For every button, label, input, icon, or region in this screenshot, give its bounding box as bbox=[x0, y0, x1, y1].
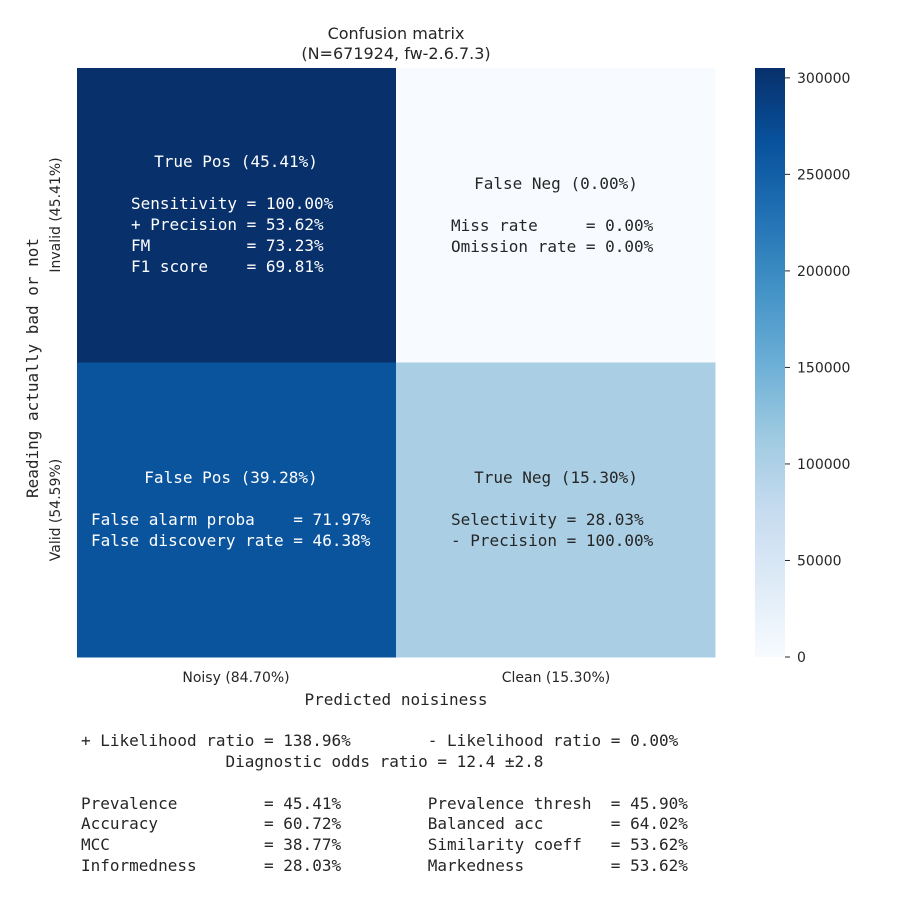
x-tick-label: Clean (15.30%) bbox=[502, 670, 611, 686]
cell-true-neg-line: - Precision = 100.00% bbox=[451, 531, 654, 550]
chart-subtitle: (N=671924, fw-2.6.7.3) bbox=[301, 44, 490, 63]
y-tick-label: Invalid (45.41%) bbox=[48, 157, 64, 272]
stats-line: Informedness = 28.03% Markedness = 53.62… bbox=[81, 856, 688, 875]
cell-true-neg-title: True Neg (15.30%) bbox=[474, 468, 638, 487]
cell-true-neg bbox=[396, 362, 716, 658]
x-axis-label: Predicted noisiness bbox=[304, 690, 487, 709]
colorbar-tick-label: 100000 bbox=[797, 457, 850, 473]
colorbar: 0 50000 100000 150000 200000 250000 300000 bbox=[755, 68, 850, 666]
cell-false-pos bbox=[77, 362, 397, 658]
heatmap-cells bbox=[77, 68, 716, 658]
cell-false-neg bbox=[396, 68, 716, 363]
cell-true-pos-title: True Pos (45.41%) bbox=[154, 152, 318, 171]
cell-true-pos-line: F1 score = 69.81% bbox=[131, 257, 324, 276]
cell-false-pos-title: False Pos (39.28%) bbox=[144, 468, 317, 487]
colorbar-tick-label: 250000 bbox=[797, 167, 850, 183]
cell-true-pos-line: Sensitivity = 100.00% bbox=[131, 194, 334, 213]
stats-block: + Likelihood ratio = 138.96% - Likelihoo… bbox=[81, 731, 688, 875]
colorbar-ticks: 0 50000 100000 150000 200000 250000 300000 bbox=[785, 71, 850, 666]
cell-false-neg-line: Miss rate = 0.00% bbox=[451, 216, 654, 235]
cell-true-neg-line: Selectivity = 28.03% bbox=[451, 510, 644, 529]
likelihood-line: + Likelihood ratio = 138.96% - Likelihoo… bbox=[81, 731, 679, 750]
stats-line: Accuracy = 60.72% Balanced acc = 64.02% bbox=[81, 814, 688, 833]
cell-false-pos-line: False discovery rate = 46.38% bbox=[91, 531, 371, 550]
stats-line: MCC = 38.77% Similarity coeff = 53.62% bbox=[81, 835, 688, 854]
chart-title: Confusion matrix bbox=[328, 24, 465, 43]
colorbar-gradient bbox=[755, 68, 785, 657]
colorbar-tick-label: 300000 bbox=[797, 71, 850, 87]
colorbar-tick-label: 0 bbox=[797, 650, 806, 666]
cell-true-pos-line: + Precision = 53.62% bbox=[131, 215, 324, 234]
cell-false-pos-line: False alarm proba = 71.97% bbox=[91, 510, 371, 529]
cell-true-pos bbox=[77, 68, 397, 363]
x-tick-label: Noisy (84.70%) bbox=[182, 670, 289, 686]
cell-true-pos-line: FM = 73.23% bbox=[131, 236, 324, 255]
y-tick-label: Valid (54.59%) bbox=[48, 459, 64, 562]
stats-line: Prevalence = 45.41% Prevalence thresh = … bbox=[81, 794, 688, 813]
colorbar-tick-label: 200000 bbox=[797, 264, 850, 280]
colorbar-tick-label: 150000 bbox=[797, 360, 850, 376]
cell-false-neg-title: False Neg (0.00%) bbox=[474, 174, 638, 193]
likelihood-line: Diagnostic odds ratio = 12.4 ±2.8 bbox=[81, 752, 543, 771]
colorbar-tick-label: 50000 bbox=[797, 553, 842, 569]
cell-annotations: True Pos (45.41%) Sensitivity = 100.00% … bbox=[91, 152, 654, 550]
cell-false-neg-line: Omission rate = 0.00% bbox=[451, 237, 654, 256]
y-axis-label: Reading actually bad or not bbox=[23, 238, 42, 498]
